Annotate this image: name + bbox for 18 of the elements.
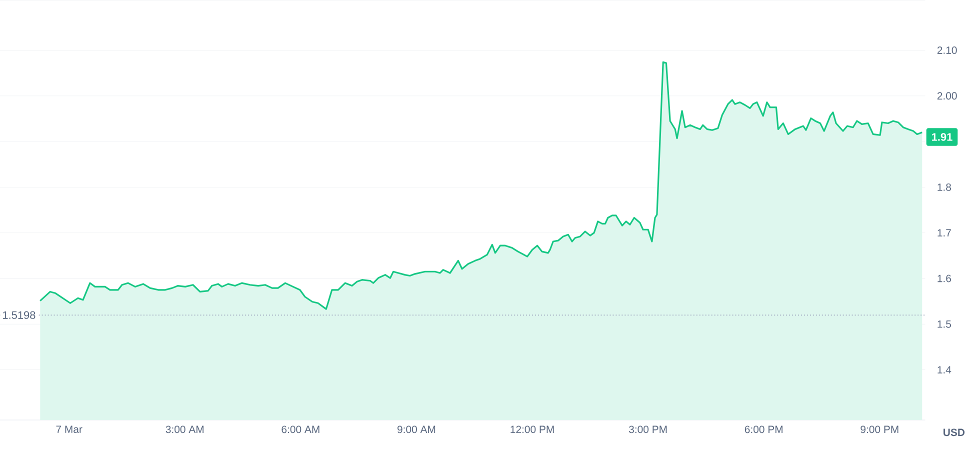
- x-tick-label: 6:00 PM: [744, 426, 782, 434]
- y-tick-label: 1.8: [938, 183, 951, 191]
- x-tick-label: 3:00 AM: [166, 426, 204, 434]
- y-tick-label: 1.5: [938, 320, 951, 328]
- x-tick-label: 6:00 AM: [282, 426, 320, 434]
- x-tick-label: 12:00 PM: [510, 426, 554, 434]
- x-tick-label: 3:00 PM: [628, 426, 667, 434]
- y-axis-title: USD: [944, 428, 965, 436]
- y-tick-label: 1.7: [938, 229, 951, 236]
- y-tick-label: 2.00: [937, 92, 957, 100]
- annotation: 1.91: [932, 133, 952, 141]
- y-tick-label: 2.10: [937, 46, 957, 54]
- x-tick-label: 9:00 PM: [860, 426, 898, 434]
- y-tick-label: 1.6: [938, 274, 951, 282]
- ref-line-label: 1.5198: [3, 311, 36, 319]
- x-tick-label: 9:00 AM: [397, 426, 436, 434]
- y-tick-label: 1.4: [938, 366, 952, 374]
- x-tick-label: 7 Mar: [56, 426, 82, 433]
